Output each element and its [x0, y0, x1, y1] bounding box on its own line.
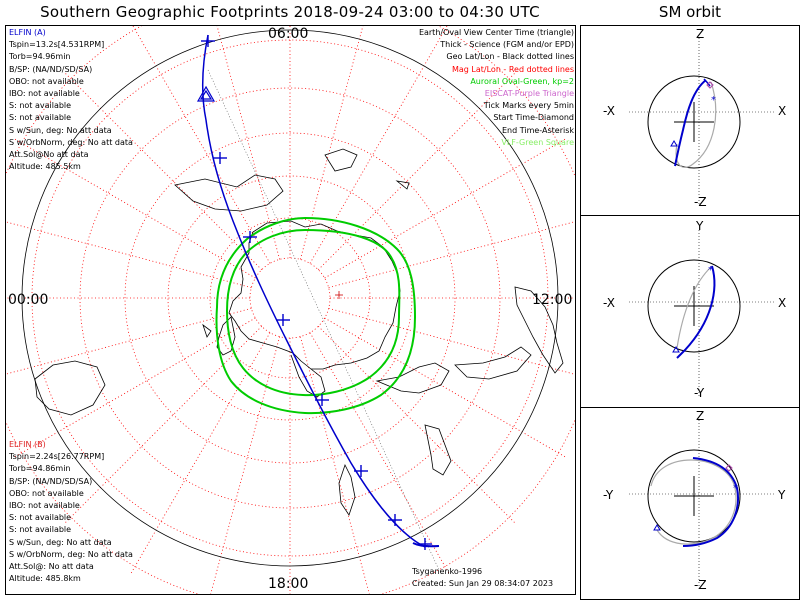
orbit-xy-bottom: -Y: [694, 386, 705, 400]
elfin-a-info: ELFIN (A) Tspin=13.2s[4.531RPM] Torb=94.9…: [9, 27, 133, 173]
mag-lon-line: [12, 137, 256, 279]
orbit-yz-top: Z: [696, 409, 705, 423]
elfin-b-info-line: B/SP: (NA/ND/SD/SA): [9, 476, 93, 486]
orbit-xz-left: -X: [603, 104, 615, 118]
orbit-title: SM orbit: [658, 3, 722, 21]
elfin-b-info-line: OBO: not available: [9, 488, 84, 498]
mag-lon-line: [318, 71, 517, 270]
svg-text:*: *: [708, 265, 713, 276]
mag-lon-line: [6, 221, 252, 289]
mag-lon-line: [309, 332, 451, 576]
elfin-b-info-line: IBO: not available: [9, 501, 80, 511]
mag-lon-line: [63, 71, 262, 270]
elfin-a-info-line: Torb=94.96min: [9, 52, 71, 62]
elfin-b-info-line: Tspin=2.24s[26.77RPM]: [9, 452, 105, 462]
hour-label-06: 06:00: [268, 26, 309, 42]
legend-entry: Mag Lat/Lon - Red dotted lines: [451, 64, 574, 74]
legend-entry: Start Time-Diamond: [493, 113, 574, 123]
mag-lon-line: [6, 307, 252, 375]
orbit-xy-plot: *: [629, 230, 776, 398]
orbit-xy-top: Y: [696, 219, 704, 233]
mag-lon-line: [63, 326, 262, 525]
credit-model: Tsyganenko-1996: [412, 567, 483, 576]
mag-lon-line: [328, 221, 575, 289]
elfin-b-info: ELFIN (B) Tspin=2.24s[26.77RPM] Torb=94.8…: [9, 439, 133, 585]
elfin-b-info-line: Att.Sol@: No att data: [9, 562, 94, 572]
hour-label-00: 00:00: [8, 292, 49, 308]
orbit-xz-top: Z: [696, 27, 705, 41]
elfin-a-info-line: Tspin=13.2s[4.531RPM]: [9, 40, 105, 50]
legend-entry: Auroral Oval-Green, kp=2: [470, 76, 574, 86]
elfin-a-info-line: S w/OrbNorm, deg: No att data: [9, 137, 133, 147]
legend-entry: VLF-Green Square: [501, 137, 574, 147]
orbit-xz-bottom: -Z: [694, 195, 707, 209]
elfin-a-info-line: OBO: not available: [9, 76, 84, 86]
orbit-panel-yz: * Z -Z -Y Y: [580, 407, 800, 600]
elfin-a-name: ELFIN (A): [9, 28, 46, 37]
elfin-b-info-line: S w/Sun, deg: No att data: [9, 537, 112, 547]
mag-lon-line: [299, 26, 364, 260]
mag-lon-lines: [6, 26, 575, 594]
view-center-triangle: [196, 85, 216, 102]
elfin-a-info-line: B/SP: (NA/ND/SD/SA): [9, 64, 93, 74]
legend-entry: EISCAT-Purple Triangle: [484, 89, 574, 99]
mag-lon-line: [299, 336, 370, 594]
polar-map[interactable]: [5, 25, 576, 595]
elfin-b-info-line: S w/OrbNorm, deg: No att data: [9, 549, 133, 559]
credit-created: Created: Sun Jan 29 08:34:07 2023: [412, 579, 554, 588]
mag-lon-line: [318, 326, 517, 525]
center-mark: [335, 291, 343, 299]
orbit-yz-bottom: -Z: [694, 578, 707, 592]
elfin-b-name: ELFIN (B): [9, 440, 46, 449]
map-frame: [5, 25, 576, 595]
elfin-a-track: [202, 34, 426, 548]
orbit-panel-xy: * Y -Y -X X: [580, 215, 800, 408]
orbit-yz-left: -Y: [603, 488, 614, 502]
orbit-yz-right: Y: [778, 488, 786, 502]
elfin-a-track-end: [412, 542, 440, 548]
elfin-a-info-line: Altitude: 485.5km: [9, 162, 81, 172]
legend-entry: Tick Marks every 5min: [483, 101, 574, 111]
svg-text:*: *: [711, 95, 716, 106]
elfin-b-info-line: Altitude: 485.8km: [9, 574, 81, 584]
elfin-a-info-line: S: not available: [9, 101, 72, 111]
hour-label-12: 12:00: [532, 292, 573, 308]
legend-entry: Earth/Oval View Center Time (triangle): [418, 28, 574, 37]
orbit-xy-left: -X: [603, 296, 615, 310]
mag-lon-line: [132, 26, 271, 264]
mag-lon-line: [324, 137, 568, 279]
elfin-b-info-line: S: not available: [9, 513, 72, 523]
mag-lon-line: [12, 317, 256, 459]
mag-lon-line: [210, 336, 281, 594]
elfin-b-info-line: Torb=94.86min: [9, 464, 71, 474]
elfin-a-info-line: S w/Sun, deg: No att data: [9, 125, 112, 135]
map-title: Southern Geographic Footprints 2018-09-2…: [40, 3, 540, 21]
orbit-yz-plot: *: [629, 420, 776, 590]
legend-entry: Thick - Science (FGM and/or EPD): [440, 40, 574, 50]
map-legend: Earth/Oval View Center Time (triangle) Th…: [419, 27, 574, 149]
mag-lon-line: [328, 307, 575, 375]
orbit-xz-right: X: [778, 104, 787, 118]
orbit-xy-right: X: [778, 296, 787, 310]
earth-boundary: [21, 29, 559, 567]
elfin-a-info-line: IBO: not available: [9, 89, 80, 99]
hour-label-18: 18:00: [268, 576, 309, 592]
legend-entry: End Time-Asterisk: [501, 125, 574, 135]
elfin-a-info-line: S: not available: [9, 113, 72, 123]
mag-lon-line: [216, 26, 281, 260]
svg-text:*: *: [733, 483, 738, 494]
legend-entry: Geo Lat/Lon - Black dotted lines: [446, 52, 574, 62]
elfin-b-info-line: S: not available: [9, 525, 72, 535]
elfin-a-info-line: Att.Sol@No att data: [9, 150, 89, 160]
orbit-xz-plot: *: [629, 38, 776, 206]
track-guide-line: [207, 69, 440, 571]
mag-lon-line: [309, 26, 448, 264]
auroral-oval: [215, 216, 417, 415]
mag-lon-line: [324, 317, 568, 459]
track-tick-marks: [201, 35, 432, 550]
mag-lon-line: [129, 332, 271, 576]
orbit-panel-xz: * Z -Z -X X: [580, 25, 800, 216]
